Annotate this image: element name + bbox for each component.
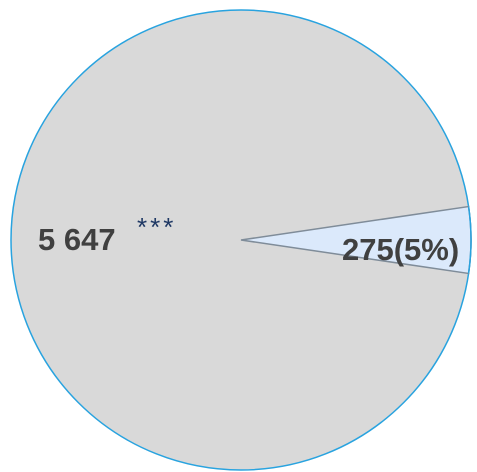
slice-label-small-percent: (5%): [394, 232, 459, 267]
slice-label-small: 275(5%): [342, 232, 459, 267]
slice-annotation-significance: ***: [137, 212, 176, 242]
pie-slice-small-arc: [467, 206, 472, 274]
pie-slices: [240, 205, 472, 275]
slice-label-small-value: 275: [342, 232, 394, 267]
pie-labels: 5 647 *** 275(5%): [38, 212, 459, 267]
slice-label-large: 5 647: [38, 222, 116, 257]
